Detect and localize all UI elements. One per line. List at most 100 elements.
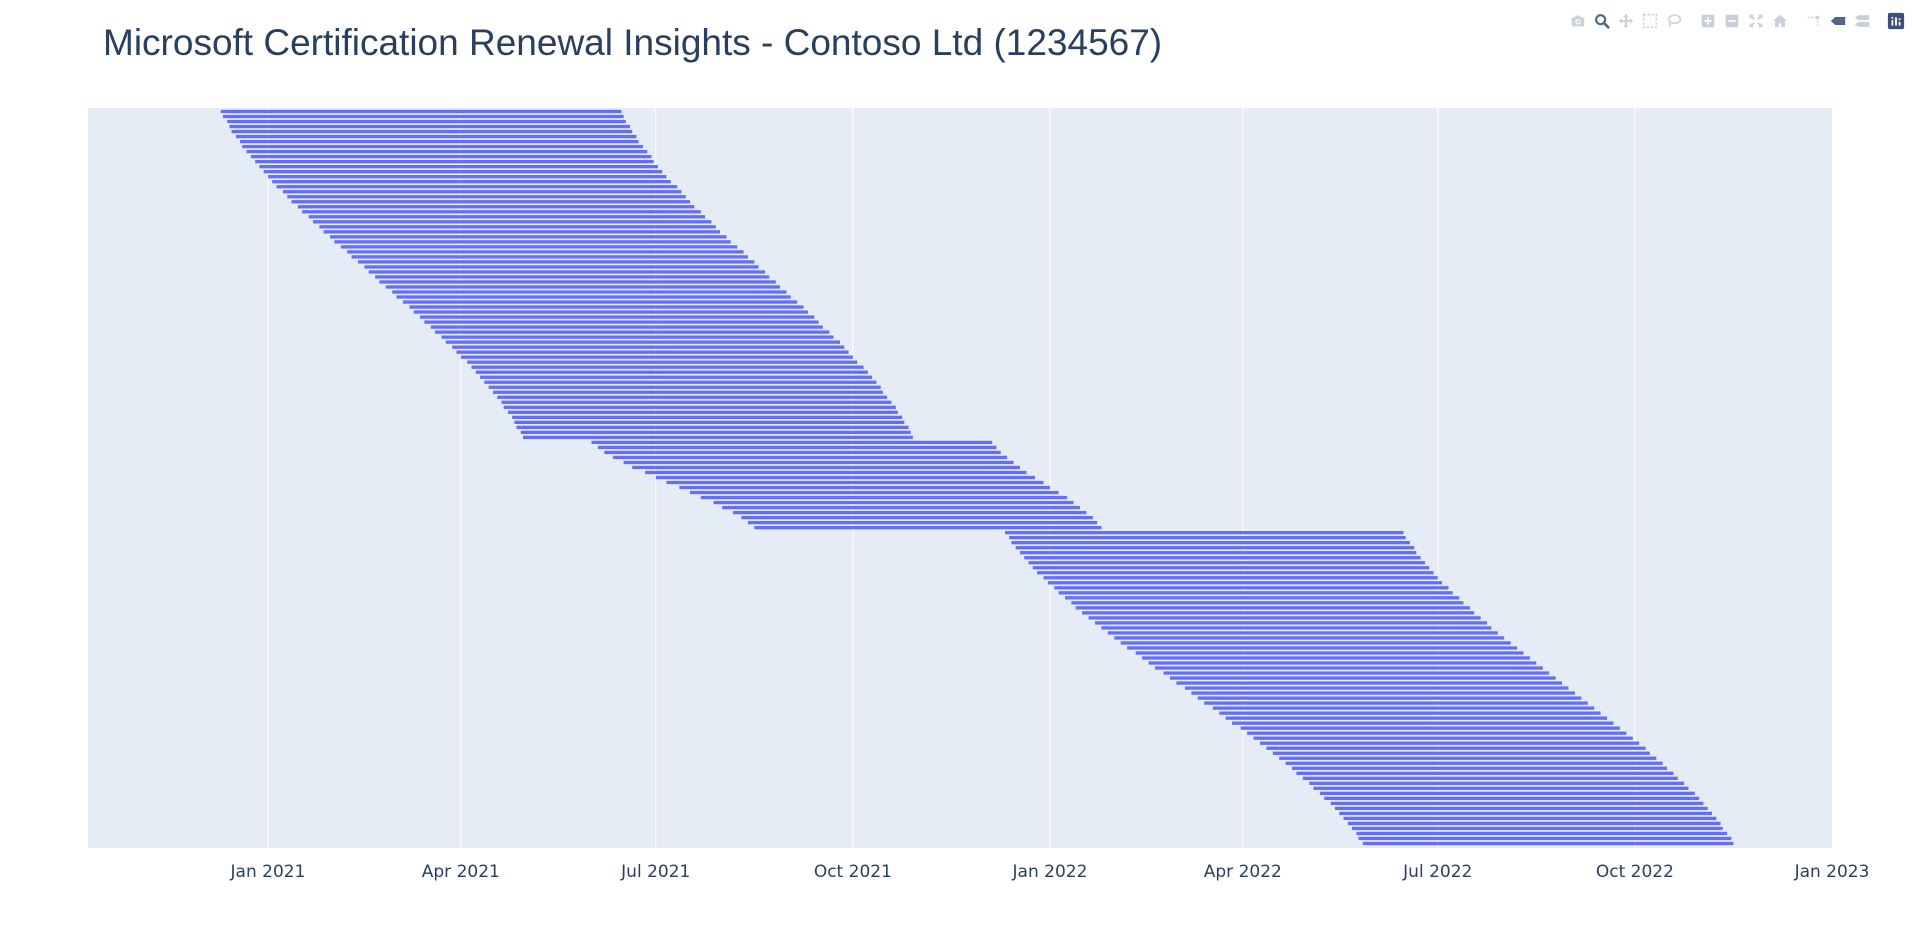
timeline-bar[interactable]: 2020-12-19 – 2021-06-23 — [240, 139, 639, 144]
timeline-bar[interactable]: 2022-04-12 – 2022-10-06 — [1266, 746, 1646, 750]
timeline-bar[interactable]: 2021-01-30 – 2021-08-03 — [330, 235, 727, 239]
timeline-bar[interactable]: 2021-04-08 – 2021-10-08 — [475, 370, 868, 374]
timeline-bar[interactable]: 2022-04-24 – 2022-10-16 — [1292, 766, 1668, 770]
timeline-bar[interactable]: 2021-06-20 – 2021-12-18 — [632, 465, 1020, 470]
timeline-bar[interactable]: 2021-04-30 – 2021-10-29 — [522, 435, 913, 440]
timeline-bar[interactable]: 2021-03-10 – 2021-09-10 — [413, 310, 808, 314]
timeline-bar[interactable]: 2021-02-28 – 2021-08-31 — [392, 290, 787, 294]
timeline-bar[interactable]: 2022-01-05 – 2022-07-08 — [1058, 591, 1453, 595]
timeline-bar[interactable]: 2022-05-14 – 2022-11-04 — [1334, 806, 1708, 811]
timeline-bar[interactable]: 2021-04-14 – 2021-10-14 — [488, 385, 881, 389]
timeline-bar[interactable]: 2022-03-24 – 2022-09-18 — [1225, 716, 1608, 720]
timeline-bar[interactable]: 2021-04-26 – 2021-10-25 — [514, 420, 905, 425]
timeline-bar[interactable]: 2021-12-13 – 2022-06-16 — [1009, 536, 1406, 540]
timeline-bar[interactable]: 2021-03-20 – 2021-09-20 — [435, 330, 830, 334]
timeline-bar[interactable]: 2021-02-20 – 2021-08-23 — [375, 275, 770, 279]
timeline-bar[interactable]: 2022-05-02 – 2022-10-24 — [1309, 781, 1685, 785]
timeline-bar[interactable]: 2021-02-22 – 2021-08-26 — [379, 280, 776, 284]
timeline-bar[interactable]: 2021-06-01 – 2021-12-05 — [591, 440, 993, 445]
timeline-bar[interactable]: 2020-12-24 – 2021-06-29 — [250, 154, 652, 159]
timeline-bar[interactable]: 2021-01-25 – 2021-07-29 — [319, 225, 716, 229]
timeline-bar[interactable]: 2021-03-18 – 2021-09-17 — [430, 325, 823, 329]
timeline-bar[interactable]: 2021-06-16 – 2021-12-15 — [623, 460, 1014, 465]
timeline-bar[interactable]: 2022-01-19 – 2022-07-21 — [1088, 616, 1481, 620]
timeline-bar[interactable]: 2021-12-16 – 2022-06-20 — [1015, 546, 1415, 550]
timeline-bar[interactable]: 2022-02-23 – 2022-08-22 — [1163, 671, 1550, 675]
timeline-bar[interactable]: 2022-02-19 – 2022-08-19 — [1154, 666, 1543, 670]
timeline-bar[interactable]: 2021-07-22 – 2022-01-09 — [700, 495, 1068, 500]
timeline-bar[interactable]: 2021-12-14 – 2022-06-18 — [1011, 541, 1410, 545]
timeline-bar[interactable]: 2021-07-12 – 2022-01-01 — [679, 485, 1050, 490]
timeline-bar[interactable]: 2022-04-09 – 2022-10-03 — [1259, 741, 1640, 745]
download-plot-button[interactable] — [1568, 11, 1588, 31]
timeline-bar[interactable]: 2021-03-05 – 2021-09-05 — [402, 300, 798, 304]
timeline-bar[interactable]: 2022-03-14 – 2022-09-09 — [1204, 701, 1588, 705]
timeline-bar[interactable]: 2020-12-30 – 2021-07-04 — [263, 170, 663, 174]
timeline-bar[interactable]: 2021-08-01 – 2022-01-15 — [722, 505, 1080, 510]
timeline-bar[interactable]: 2021-12-20 – 2022-06-23 — [1024, 556, 1421, 560]
timeline-bar[interactable]: 2022-03-31 – 2022-09-24 — [1240, 726, 1620, 730]
zoom-out-button[interactable] — [1722, 11, 1742, 31]
timeline-bar[interactable]: 2022-03-01 – 2022-08-28 — [1176, 681, 1563, 685]
timeline-bar[interactable]: 2021-04-20 – 2021-10-19 — [501, 400, 892, 404]
hover-compare-button[interactable] — [1852, 11, 1872, 31]
timeline-bar[interactable]: 2022-05-12 – 2022-11-02 — [1330, 801, 1704, 806]
timeline-bar[interactable]: 2022-02-03 – 2022-08-04 — [1120, 641, 1511, 645]
timeline-bar[interactable]: 2022-02-06 – 2022-08-07 — [1127, 646, 1518, 650]
timeline-bar[interactable]: 2022-05-18 – 2022-11-08 — [1343, 816, 1717, 821]
timeline-bar[interactable]: 2021-06-07 – 2021-12-09 — [604, 450, 1001, 455]
timeline-bar[interactable]: 2022-05-04 – 2022-10-26 — [1313, 786, 1689, 790]
timeline-bar[interactable]: 2022-01-25 – 2022-07-26 — [1101, 626, 1492, 630]
timeline-bar[interactable]: 2021-08-16 – 2022-01-25 — [754, 525, 1102, 530]
timeline-bar[interactable]: 2021-12-11 – 2022-06-15 — [1004, 530, 1404, 535]
timeline-bar[interactable]: 2021-03-15 – 2021-09-15 — [424, 320, 819, 324]
timeline-bar[interactable]: 2022-05-25 – 2022-11-15 — [1358, 836, 1732, 841]
timeline-bar[interactable]: 2021-04-27 – 2021-10-27 — [516, 425, 909, 430]
timeline-bar[interactable]: 2021-04-12 – 2021-10-12 — [484, 380, 877, 384]
timeline-bar[interactable]: 2022-01-31 – 2022-08-01 — [1114, 636, 1505, 640]
timeline-bar[interactable]: 2022-05-09 – 2022-10-31 — [1324, 796, 1700, 801]
timeline-bar[interactable]: 2021-01-17 – 2021-07-22 — [302, 210, 701, 214]
timeline-bar[interactable]: 2021-04-10 – 2021-10-10 — [480, 375, 873, 379]
timeline-bar[interactable]: 2021-02-12 – 2021-08-16 — [357, 260, 755, 264]
timeline-bar[interactable]: 2020-12-28 – 2021-07-02 — [259, 165, 658, 169]
timeline-bar[interactable]: 2020-12-11 – 2021-06-16 — [222, 114, 624, 119]
timeline-bar[interactable]: 2021-08-10 – 2022-01-21 — [741, 515, 1093, 520]
timeline-bar[interactable]: 2022-04-06 – 2022-09-30 — [1253, 736, 1633, 740]
timeline-bar[interactable]: 2020-12-20 – 2021-06-25 — [242, 144, 643, 149]
timeline-bar[interactable]: 2021-07-01 – 2021-12-25 — [655, 475, 1035, 480]
toggle-spikelines-button[interactable] — [1804, 11, 1824, 31]
timeline-bar[interactable]: 2021-04-04 – 2021-10-03 — [467, 360, 858, 364]
timeline-bar[interactable]: 2021-08-13 – 2022-01-23 — [747, 520, 1098, 525]
timeline-bar[interactable]: 2021-03-28 – 2021-09-27 — [452, 345, 845, 349]
reset-axes-button[interactable] — [1770, 11, 1790, 31]
timeline-bar[interactable]: 2021-04-18 – 2021-10-17 — [497, 395, 888, 399]
timeline-bar[interactable]: 2022-03-27 – 2022-09-21 — [1232, 721, 1614, 725]
plotly-logo-button[interactable] — [1886, 11, 1906, 31]
timeline-bar[interactable]: 2021-03-23 – 2021-09-22 — [441, 335, 834, 339]
timeline-bar[interactable]: 2022-01-11 – 2022-07-13 — [1071, 601, 1464, 605]
timeline-bar[interactable]: 2022-03-18 – 2022-09-12 — [1212, 706, 1595, 710]
timeline-bar[interactable]: 2022-05-24 – 2022-11-13 — [1356, 831, 1728, 836]
timeline-bar[interactable]: 2022-01-08 – 2022-07-11 — [1064, 596, 1460, 600]
timeline-bar[interactable]: 2021-01-12 – 2021-07-17 — [291, 200, 691, 204]
timeline-bar[interactable]: 2022-02-26 – 2022-08-25 — [1169, 676, 1556, 680]
timeline-bar[interactable]: 2021-06-26 – 2021-12-21 — [645, 470, 1027, 475]
timeline-bar[interactable]: 2020-12-14 – 2021-06-19 — [229, 124, 631, 129]
timeline-bar[interactable]: 2022-04-15 – 2022-10-08 — [1272, 751, 1650, 755]
timeline-bar[interactable]: 2021-03-30 – 2021-09-29 — [456, 350, 849, 354]
timeline-bar[interactable]: 2021-04-21 – 2021-10-21 — [503, 405, 896, 409]
timeline-bar[interactable]: 2021-04-23 – 2021-10-22 — [507, 410, 898, 414]
timeline-bar[interactable]: 2021-07-17 – 2022-01-05 — [690, 490, 1059, 495]
box-select-button[interactable] — [1640, 11, 1660, 31]
timeline-bar[interactable]: 2021-03-25 – 2021-09-25 — [445, 340, 841, 344]
timeline-bar[interactable]: 2022-01-28 – 2022-07-29 — [1107, 631, 1498, 635]
timeline-bar[interactable]: 2022-05-16 – 2022-11-06 — [1339, 811, 1713, 816]
timeline-bar[interactable]: 2022-01-16 – 2022-07-18 — [1082, 611, 1475, 615]
timeline-bar[interactable]: 2022-03-21 – 2022-09-15 — [1219, 711, 1601, 715]
timeline-bar[interactable]: 2021-04-29 – 2021-10-28 — [520, 430, 911, 435]
timeline-bar[interactable]: 2020-12-10 – 2021-06-15 — [220, 109, 622, 114]
timeline-bar[interactable]: 2021-12-24 – 2022-06-27 — [1032, 566, 1430, 570]
timeline-bar[interactable]: 2021-03-08 – 2021-09-08 — [409, 305, 804, 309]
timeline-bar[interactable]: 2021-04-25 – 2021-10-24 — [512, 415, 903, 419]
